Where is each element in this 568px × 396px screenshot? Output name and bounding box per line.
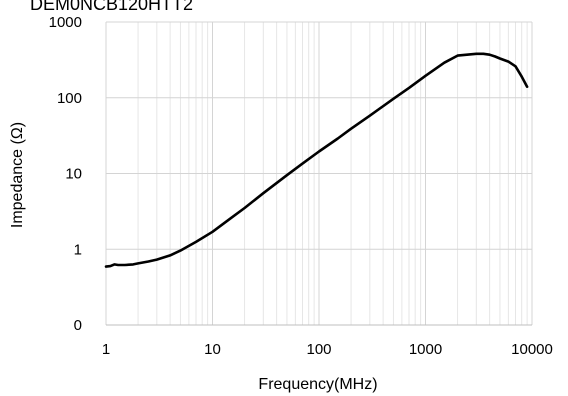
- x-axis-title: Frequency(MHz): [258, 376, 377, 393]
- x-tick-label: 1: [102, 341, 110, 358]
- y-tick-label: 100: [57, 90, 82, 107]
- y-axis-title: Impedance (Ω): [9, 122, 26, 228]
- x-tick-label: 10: [204, 341, 221, 358]
- y-tick-label: 0: [74, 317, 82, 334]
- chart-title: DEM0NCB120HTT2: [30, 0, 193, 14]
- x-tick-labels: 1 10 100 1000 10000: [102, 341, 553, 358]
- x-tick-label: 1000: [409, 341, 442, 358]
- x-tick-label: 100: [306, 341, 331, 358]
- y-tick-labels: 0 1 10 100 1000: [49, 14, 82, 334]
- y-tick-label: 1000: [49, 14, 82, 31]
- y-tick-label: 1: [74, 241, 82, 258]
- y-tick-label: 10: [65, 166, 82, 183]
- impedance-series-line: [104, 52, 529, 268]
- x-tick-label: 10000: [511, 341, 553, 358]
- series-layer: [104, 52, 529, 268]
- grid-lines: [105, 21, 533, 326]
